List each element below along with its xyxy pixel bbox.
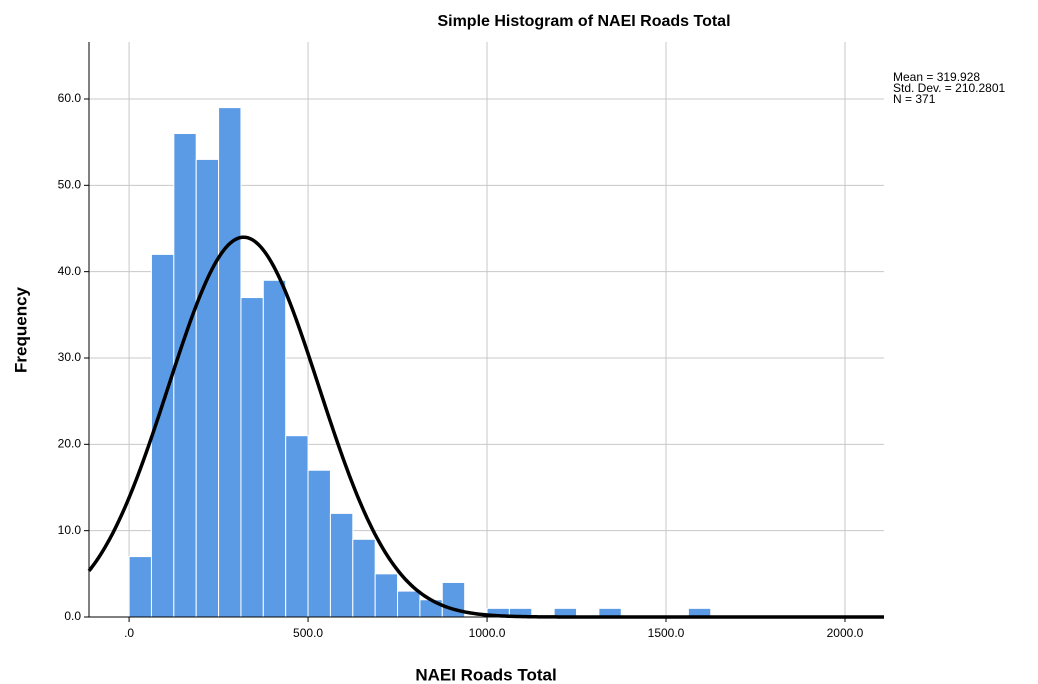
annotation: Std. Dev. = 210.2801 [893, 81, 1006, 95]
y-tick-label: 50.0 [58, 177, 82, 191]
y-tick-label: 20.0 [58, 436, 82, 450]
x-tick-label: 500.0 [293, 626, 323, 640]
bar [150, 253, 175, 618]
bar [285, 435, 309, 618]
bar [173, 133, 197, 618]
y-tick-label: 40.0 [58, 264, 82, 278]
bar [240, 297, 264, 618]
bar [262, 279, 287, 618]
bar [195, 158, 220, 618]
x-tick-label: 1500.0 [648, 626, 685, 640]
y-axis-label: Frequency [11, 286, 30, 373]
bar [307, 469, 331, 618]
x-tick-label: 2000.0 [827, 626, 864, 640]
annotation: Mean = 319.928 [893, 70, 980, 84]
annotation: N = 371 [893, 92, 936, 106]
bar [218, 107, 242, 618]
bar [397, 590, 421, 618]
chart-title: Simple Histogram of NAEI Roads Total [437, 13, 730, 30]
y-tick-label: 60.0 [58, 91, 82, 105]
x-axis-label: NAEI Roads Total [415, 665, 556, 684]
bar [352, 538, 376, 618]
x-tick-label: 1000.0 [469, 626, 506, 640]
y-tick-label: 10.0 [58, 523, 82, 537]
y-tick-label: 30.0 [58, 350, 82, 364]
bar [329, 512, 354, 618]
bar [128, 556, 152, 618]
bar [374, 573, 399, 618]
x-tick-label: .0 [124, 626, 134, 640]
y-tick-label: 0.0 [64, 609, 81, 623]
